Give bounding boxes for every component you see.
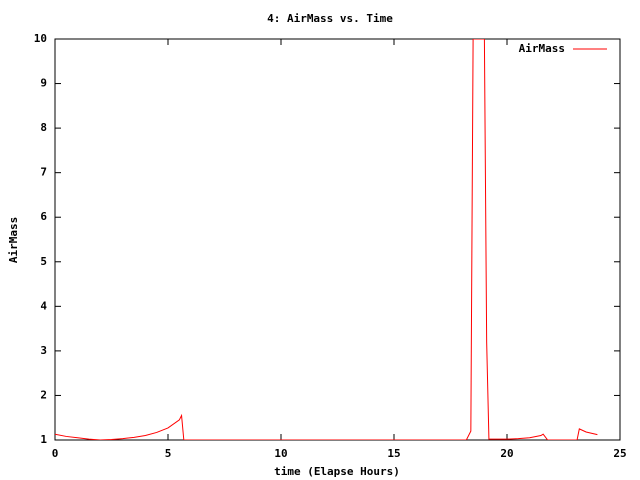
- y-tick-label: 7: [40, 166, 47, 179]
- legend-label: AirMass: [519, 42, 565, 55]
- y-tick-label: 3: [40, 344, 47, 357]
- y-tick-label: 10: [34, 32, 47, 45]
- y-tick-label: 6: [40, 210, 47, 223]
- y-tick-label: 2: [40, 388, 47, 401]
- x-axis-label: time (Elapse Hours): [274, 465, 400, 478]
- y-tick-label: 8: [40, 121, 47, 134]
- x-tick-label: 0: [52, 447, 59, 460]
- x-tick-label: 20: [500, 447, 513, 460]
- y-tick-label: 9: [40, 77, 47, 90]
- x-tick-label: 5: [165, 447, 172, 460]
- y-tick-label: 5: [40, 255, 47, 268]
- x-tick-label: 25: [613, 447, 626, 460]
- y-tick-label: 1: [40, 433, 47, 446]
- plot-border: [54, 38, 621, 441]
- y-axis-label: AirMass: [7, 217, 20, 263]
- x-tick-label: 10: [274, 447, 287, 460]
- y-tick-label: 4: [40, 299, 47, 312]
- x-tick-label: 15: [387, 447, 400, 460]
- data-line: [55, 39, 598, 440]
- chart-title: 4: AirMass vs. Time: [267, 12, 393, 25]
